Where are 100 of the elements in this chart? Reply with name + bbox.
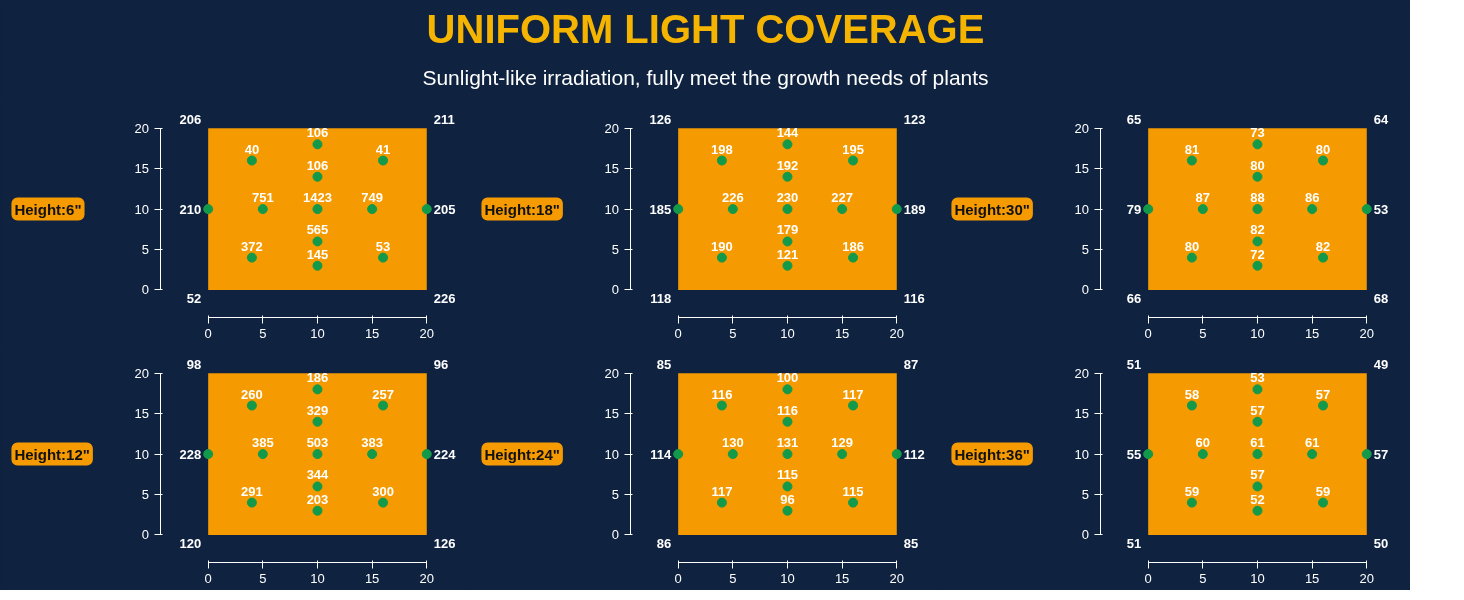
annotation: 257 xyxy=(372,386,394,402)
text: 65 xyxy=(1126,112,1142,128)
x-tick-label: 10 xyxy=(1250,570,1265,586)
y-tick-label: 0 xyxy=(611,527,620,543)
annotation: 115 xyxy=(842,483,864,499)
annotation: 59 xyxy=(1315,483,1331,499)
annotation: 61 xyxy=(1304,435,1320,451)
annotation: 72 xyxy=(1250,246,1265,262)
annotation: 205 xyxy=(433,201,456,217)
text: 52 xyxy=(186,290,202,306)
annotation: 383 xyxy=(361,435,383,451)
annotation: 115 xyxy=(776,467,798,483)
annotation: 226 xyxy=(721,190,744,206)
y-tick-label: 10 xyxy=(604,446,620,462)
text: 51 xyxy=(1126,535,1142,551)
annotation: 228 xyxy=(179,446,202,462)
text: 50 xyxy=(1373,535,1389,551)
text: 126 xyxy=(649,112,672,128)
x-tick-label: 15 xyxy=(364,325,380,341)
text: 85 xyxy=(656,357,672,373)
annotation: 41 xyxy=(375,141,391,157)
annotation: 40 xyxy=(244,141,260,157)
annotation: 57 xyxy=(1250,402,1265,418)
annotation: 80 xyxy=(1315,141,1331,157)
text: Height:36" xyxy=(954,445,1030,463)
annotation: 116 xyxy=(711,386,733,402)
annotation: 129 xyxy=(831,435,853,451)
annotation: 385 xyxy=(251,435,274,451)
annotation: 53 xyxy=(1373,201,1389,217)
x-tick-label: 20 xyxy=(1359,570,1375,586)
x-tick-label: 5 xyxy=(259,325,267,341)
x-tick-label: 20 xyxy=(1359,325,1375,341)
annotation: 189 xyxy=(903,201,926,217)
annotation: 121 xyxy=(776,246,799,262)
annotation: 82 xyxy=(1250,222,1265,238)
text: 98 xyxy=(186,357,202,373)
x-tick-label: 10 xyxy=(310,325,325,341)
text: 118 xyxy=(650,290,672,306)
annotation: 749 xyxy=(361,190,383,206)
x-tick-label: 10 xyxy=(780,325,795,341)
y-tick-label: 15 xyxy=(1074,406,1090,422)
annotation: 73 xyxy=(1250,125,1265,141)
x-tick-label: 10 xyxy=(310,570,325,586)
y-tick-label: 10 xyxy=(134,446,150,462)
x-tick-label: 5 xyxy=(729,325,737,341)
annotation: 227 xyxy=(831,190,853,206)
text: 116 xyxy=(903,290,925,306)
annotation: 57 xyxy=(1315,386,1331,402)
annotation: 53 xyxy=(1250,370,1265,386)
annotation: 192 xyxy=(776,157,799,173)
y-tick-label: 5 xyxy=(141,242,150,258)
text: 51 xyxy=(1126,357,1142,373)
x-tick-label: 5 xyxy=(1199,325,1207,341)
annotation: 116 xyxy=(776,402,798,418)
annotation: 52 xyxy=(1250,491,1265,507)
y-tick-label: 5 xyxy=(141,487,150,503)
text: Height:24" xyxy=(484,445,560,463)
y-tick-label: 20 xyxy=(134,365,150,381)
annotation: 503 xyxy=(306,435,329,451)
annotation: 291 xyxy=(241,483,263,499)
annotation: 117 xyxy=(711,483,733,499)
annotation: 260 xyxy=(241,386,263,402)
annotation: 53 xyxy=(375,238,391,254)
x-tick-label: 0 xyxy=(204,570,212,586)
annotation: 203 xyxy=(306,491,329,507)
y-tick-label: 20 xyxy=(604,365,620,381)
x-tick-label: 15 xyxy=(364,570,380,586)
x-tick-label: 10 xyxy=(1250,325,1265,341)
annotation: 86 xyxy=(1304,190,1320,206)
annotation: 186 xyxy=(842,238,864,254)
annotation: 61 xyxy=(1250,435,1265,451)
y-tick-label: 15 xyxy=(604,161,620,177)
annotation: 224 xyxy=(433,446,457,462)
x-tick-label: 15 xyxy=(834,570,850,586)
text: 120 xyxy=(179,535,202,551)
annotation: 81 xyxy=(1184,141,1200,157)
text: 68 xyxy=(1373,290,1389,306)
y-tick-label: 10 xyxy=(1074,201,1090,217)
y-tick-label: 20 xyxy=(604,120,620,136)
text: 66 xyxy=(1126,290,1142,306)
annotation: 114 xyxy=(650,446,672,462)
annotation: 131 xyxy=(776,435,799,451)
annotation: 195 xyxy=(842,141,864,157)
annotation: 329 xyxy=(306,402,329,418)
y-tick-label: 5 xyxy=(611,242,620,258)
text: 226 xyxy=(433,290,456,306)
text: Height:18" xyxy=(484,200,560,218)
annotation: 57 xyxy=(1250,467,1265,483)
y-tick-label: 5 xyxy=(1081,487,1090,503)
annotation: 565 xyxy=(306,222,329,238)
annotation: 57 xyxy=(1373,446,1389,462)
y-tick-label: 5 xyxy=(1081,242,1090,258)
annotation: 60 xyxy=(1195,435,1211,451)
text: Sunlight-like irradiation, fully meet the growth needs of plants xyxy=(422,65,989,89)
annotation: 88 xyxy=(1250,190,1265,206)
y-tick-label: 10 xyxy=(1074,446,1090,462)
text: 206 xyxy=(179,112,202,128)
annotation: 190 xyxy=(711,238,733,254)
annotation: 179 xyxy=(776,222,799,238)
x-tick-label: 15 xyxy=(834,325,850,341)
